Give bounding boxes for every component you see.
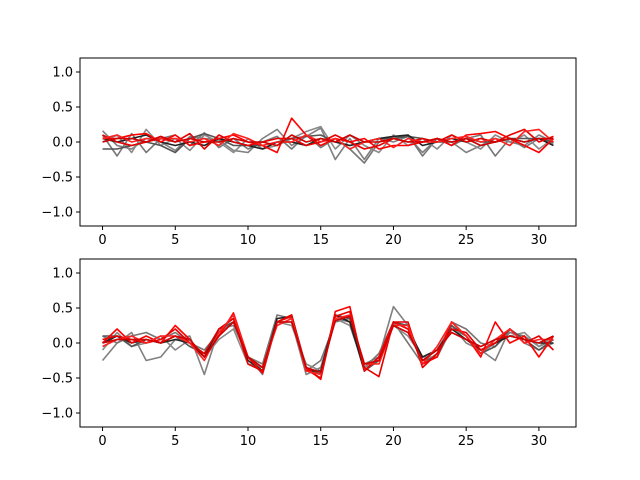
x-tick-label: 10 [240, 233, 257, 248]
y-tick-label: 0.0 [52, 337, 73, 352]
x-tick-label: 30 [531, 434, 548, 449]
x-tick-label: 20 [385, 233, 402, 248]
y-tick-label: 1.0 [52, 66, 73, 81]
bottom-axes: 0 5 10 15 20 25 30 −1.0 −0.5 0.0 0.5 1.0 [41, 258, 577, 449]
top-axes: 0 5 10 15 20 25 30 −1.0 −0.5 0.0 0.5 1.0 [41, 57, 577, 248]
series-group [101, 305, 555, 381]
x-tick-label: 25 [458, 233, 475, 248]
y-tick-label: −0.5 [41, 171, 73, 186]
x-tick-label: 15 [312, 434, 329, 449]
y-tick-label: −1.0 [41, 206, 73, 221]
x-tick-label: 15 [312, 233, 329, 248]
series-line-8 [102, 315, 554, 374]
series-line-5 [102, 117, 555, 154]
x-tick-label: 5 [171, 233, 179, 248]
x-tick-label: 5 [171, 434, 179, 449]
y-tick-label: 0.5 [52, 302, 73, 317]
x-tick-label: 30 [531, 233, 548, 248]
series-line-8 [102, 134, 554, 147]
x-tick-label: 0 [98, 434, 106, 449]
y-tick-label: 1.0 [52, 267, 73, 282]
x-tick-label: 20 [385, 434, 402, 449]
x-tick-label: 25 [458, 434, 475, 449]
y-tick-label: −1.0 [41, 407, 73, 422]
series-group [101, 117, 555, 164]
x-tick-label: 10 [240, 434, 257, 449]
y-tick-label: −0.5 [41, 372, 73, 387]
y-tick-label: 0.5 [52, 101, 73, 116]
x-tick-label: 0 [98, 233, 106, 248]
y-tick-label: 0.0 [52, 136, 73, 151]
